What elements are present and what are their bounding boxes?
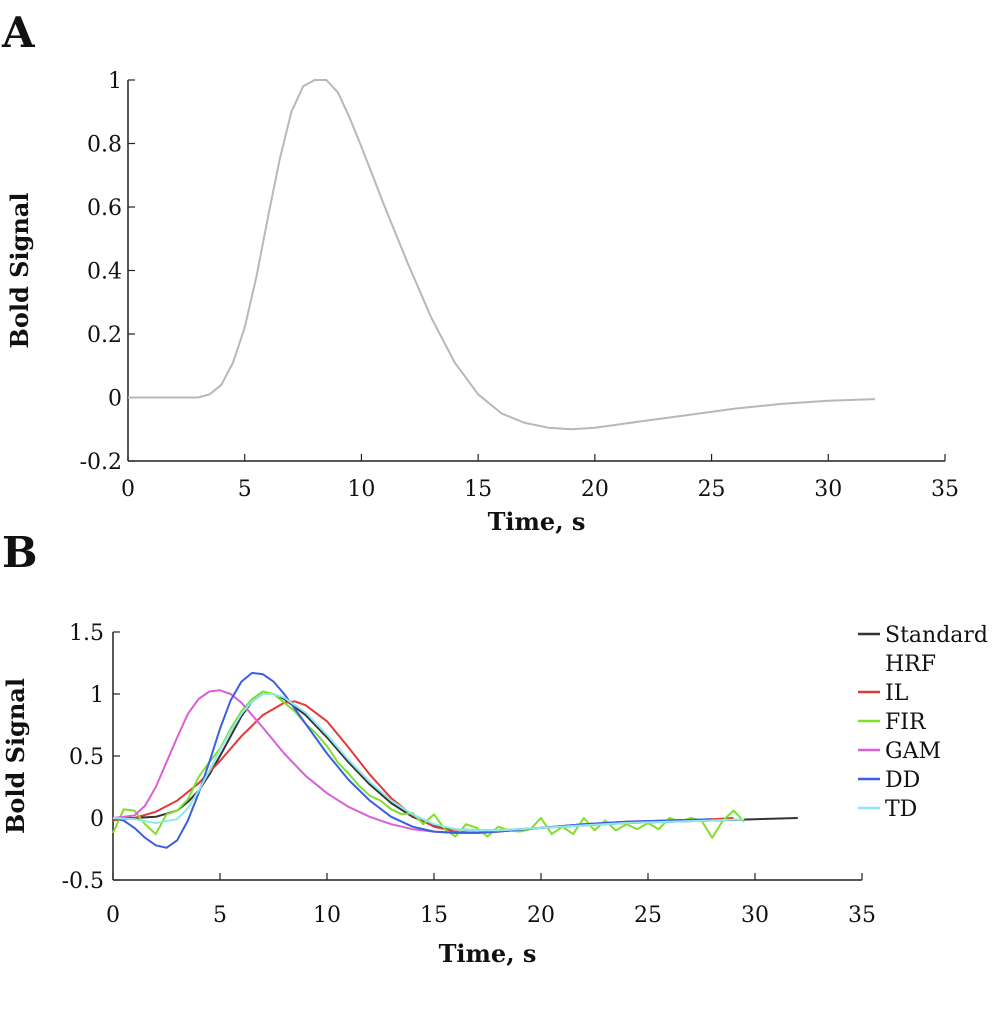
x-tick-label: 5 xyxy=(213,903,227,928)
x-axis-title: Time, s xyxy=(439,939,537,968)
y-tick-label: 0.2 xyxy=(87,323,122,348)
x-axis-title: Time, s xyxy=(488,507,586,536)
y-tick-label: 0 xyxy=(108,387,122,412)
series-line-td xyxy=(112,693,745,832)
legend-item: Standard HRF xyxy=(858,623,988,677)
panel-a-letter: A xyxy=(2,8,35,57)
legend: Standard HRF IL FIR GAM DD TD xyxy=(858,623,988,822)
x-tick-label: 30 xyxy=(741,903,769,928)
series-line-gam xyxy=(112,689,713,834)
axes: 0 5 10 15 20 25 30 35-0.200.20.40.60.81 xyxy=(80,69,959,502)
x-tick-label: 5 xyxy=(238,477,252,502)
legend-item: DD xyxy=(858,768,920,793)
y-tick-label: 0.5 xyxy=(69,745,104,770)
x-tick-label: 35 xyxy=(848,903,876,928)
legend-label: TD xyxy=(885,797,917,822)
y-tick-label: -0.2 xyxy=(80,450,122,475)
x-tick-label: 15 xyxy=(464,477,492,502)
legend-label: IL xyxy=(885,681,909,706)
x-tick-label: 10 xyxy=(313,903,341,928)
legend-label: GAM xyxy=(885,739,941,764)
series-line-1 xyxy=(128,79,876,431)
y-axis-title: Bold Signal xyxy=(1,678,30,834)
x-tick-label: 25 xyxy=(634,903,662,928)
legend-label: Standard HRF xyxy=(885,623,988,677)
x-tick-label: 25 xyxy=(698,477,726,502)
axes: 0 5 10 15 20 25 30 35-0.500.511.5 xyxy=(62,621,876,928)
legend-item: IL xyxy=(858,681,909,706)
y-axis-title: Bold Signal xyxy=(5,193,34,349)
y-tick-label: 0 xyxy=(90,807,104,832)
legend-label: DD xyxy=(885,768,920,793)
x-tick-label: 35 xyxy=(931,477,959,502)
legend-label: FIR xyxy=(885,710,927,735)
x-tick-label: 0 xyxy=(121,477,135,502)
y-tick-label: 1 xyxy=(90,683,104,708)
x-tick-label: 20 xyxy=(581,477,609,502)
x-tick-label: 10 xyxy=(347,477,375,502)
y-tick-label: 1 xyxy=(108,69,122,94)
y-tick-label: 0.4 xyxy=(87,260,122,285)
y-tick-label: -0.5 xyxy=(62,869,104,894)
legend-item: TD xyxy=(858,797,917,822)
series-line-fir xyxy=(112,690,746,839)
panel-b-letter: B xyxy=(2,528,38,577)
x-tick-label: 30 xyxy=(814,477,842,502)
x-tick-label: 15 xyxy=(420,903,448,928)
y-tick-label: 0.8 xyxy=(87,133,122,158)
y-tick-label: 1.5 xyxy=(69,621,104,646)
series-line-dd xyxy=(112,671,713,849)
y-tick-label: 0.6 xyxy=(87,196,122,221)
legend-item: GAM xyxy=(858,739,941,764)
legend-item: FIR xyxy=(858,710,927,735)
x-tick-label: 20 xyxy=(527,903,555,928)
series-line-standard-hrf xyxy=(113,693,798,832)
x-tick-label: 0 xyxy=(106,903,120,928)
